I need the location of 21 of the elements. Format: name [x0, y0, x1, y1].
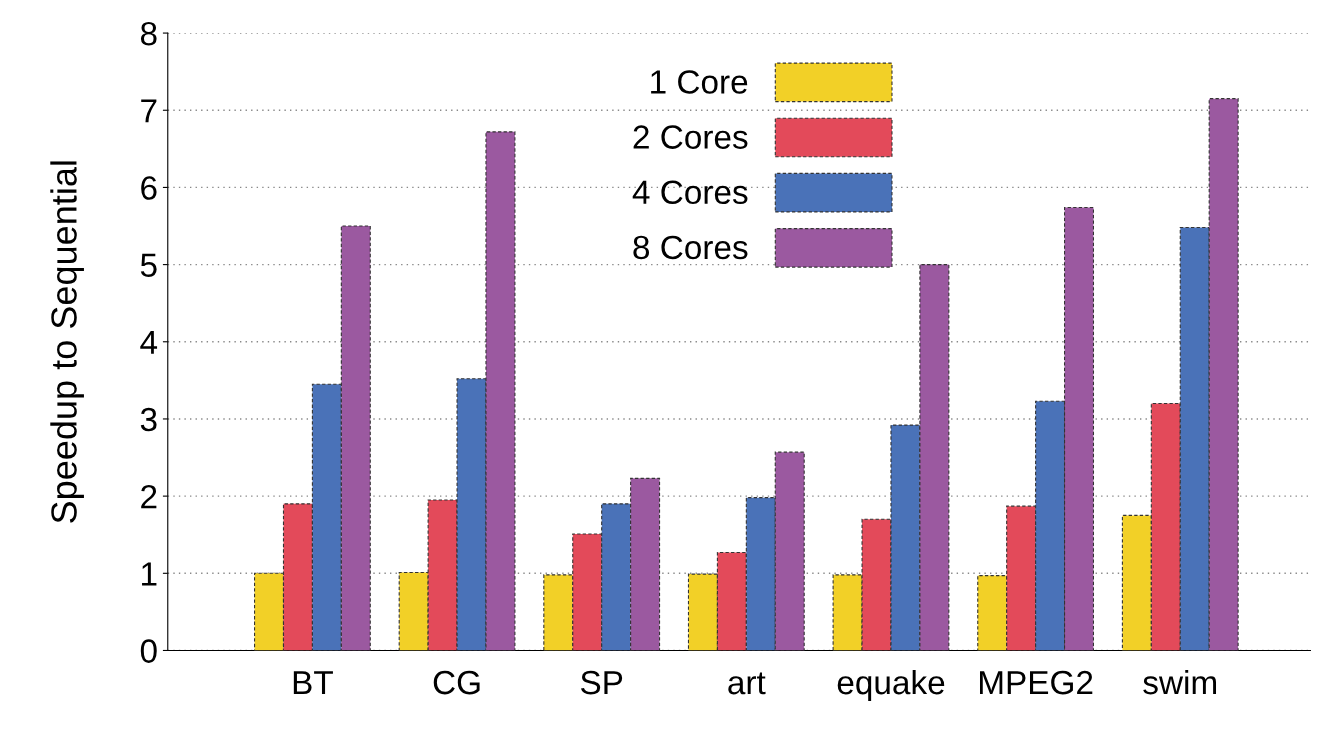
x-tick-label: art	[728, 672, 766, 695]
y-tick-label: 4	[140, 330, 158, 354]
y-tick-label: 8	[140, 21, 157, 46]
y-tick-label: 2	[141, 484, 157, 509]
y-tick-label: 0	[140, 639, 157, 663]
x-tick-label: MPEG2	[980, 670, 1093, 695]
y-tick-label: 3	[140, 407, 157, 432]
legend-label: 2 Cores	[633, 125, 748, 149]
y-tick-label: 7	[141, 99, 157, 123]
y-tick-label: 5	[140, 253, 157, 278]
legend-label: 8 Cores	[633, 235, 748, 260]
x-tick-label: CG	[433, 670, 480, 695]
y-tick-label: 6	[141, 176, 157, 200]
y-axis-title: Speedup to Sequential	[50, 161, 84, 523]
legend-label: 4 Cores	[632, 180, 748, 205]
legend-label: 1 Core	[651, 70, 748, 94]
x-tick-label: swim	[1143, 669, 1217, 695]
y-tick-label: 1	[142, 562, 157, 586]
x-tick-label: equake	[837, 669, 945, 701]
x-tick-label: BT	[293, 671, 333, 695]
x-tick-label: SP	[580, 670, 623, 695]
